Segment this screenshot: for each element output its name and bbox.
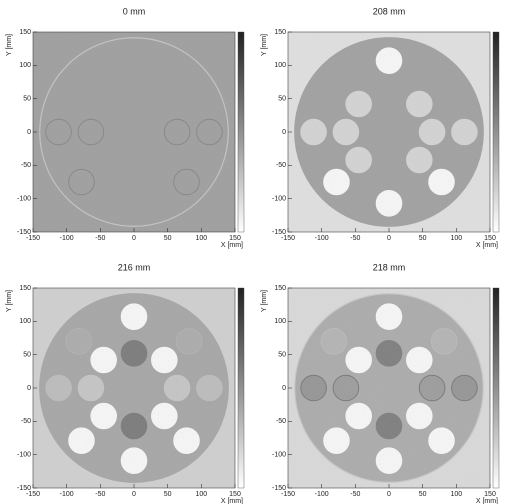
y-tick-label: 50 <box>278 96 286 103</box>
x-tick-label: -100 <box>315 235 329 242</box>
noise <box>288 32 490 232</box>
x-tick-label: -150 <box>281 491 295 498</box>
x-tick-label: 0 <box>387 235 391 242</box>
y-tick-label: 0 <box>282 129 286 136</box>
y-tick-label: 50 <box>278 352 286 359</box>
y-tick-label: 150 <box>19 285 31 292</box>
y-tick-label: -50 <box>276 162 286 169</box>
y-axis-label: Y [mm] <box>261 34 268 56</box>
x-tick-label: 50 <box>164 235 172 242</box>
y-tick-label: -150 <box>17 485 31 492</box>
y-axis-label: Y [mm] <box>6 34 13 56</box>
x-tick-label: -100 <box>60 235 74 242</box>
y-tick-label: 100 <box>274 62 286 69</box>
x-tick-label: 150 <box>229 235 241 242</box>
x-tick-label: 50 <box>164 491 172 498</box>
noise <box>33 288 235 488</box>
x-tick-label: 100 <box>195 491 207 498</box>
x-tick-label: -50 <box>350 491 360 498</box>
noise <box>288 288 490 488</box>
colorbar <box>238 32 244 232</box>
panel-title: 0 mm <box>123 6 146 16</box>
x-axis-label: X [mm] <box>221 242 243 249</box>
y-tick-label: -100 <box>17 452 31 459</box>
y-tick-label: 0 <box>27 385 31 392</box>
x-tick-label: 100 <box>450 491 462 498</box>
y-tick-label: -150 <box>272 485 286 492</box>
panel-title: 218 mm <box>373 262 406 272</box>
x-tick-label: 150 <box>484 491 496 498</box>
y-tick-label: -50 <box>21 418 31 425</box>
colorbar <box>493 288 499 488</box>
x-tick-label: -100 <box>315 491 329 498</box>
y-tick-label: -50 <box>21 162 31 169</box>
y-tick-label: 100 <box>274 318 286 325</box>
x-tick-label: 0 <box>387 491 391 498</box>
y-tick-label: 150 <box>19 29 31 36</box>
y-tick-label: -100 <box>272 452 286 459</box>
x-tick-label: -150 <box>26 235 40 242</box>
y-tick-label: -100 <box>17 196 31 203</box>
panel-title: 216 mm <box>118 262 151 272</box>
x-tick-label: -150 <box>281 235 295 242</box>
y-tick-label: 50 <box>23 352 31 359</box>
y-tick-label: -100 <box>272 196 286 203</box>
noise <box>33 32 235 232</box>
y-axis-label: Y [mm] <box>261 290 268 312</box>
x-tick-label: 0 <box>132 491 136 498</box>
x-tick-label: 50 <box>419 491 427 498</box>
x-tick-label: 100 <box>195 235 207 242</box>
figure: 0 mm -150 -100 -50 0 50 100 150 -150 -100 -50 0 50 10… <box>0 0 518 504</box>
y-axis-label: Y [mm] <box>6 290 13 312</box>
y-tick-label: -150 <box>17 229 31 236</box>
x-tick-label: 150 <box>229 491 241 498</box>
x-tick-label: -50 <box>95 491 105 498</box>
y-tick-label: -150 <box>272 229 286 236</box>
y-tick-label: 0 <box>27 129 31 136</box>
y-tick-label: -50 <box>276 418 286 425</box>
x-tick-label: -50 <box>95 235 105 242</box>
y-tick-label: 100 <box>19 62 31 69</box>
y-tick-label: 0 <box>282 385 286 392</box>
y-tick-label: 150 <box>274 29 286 36</box>
colorbar <box>493 32 499 232</box>
x-tick-label: -100 <box>60 491 74 498</box>
y-tick-label: 50 <box>23 96 31 103</box>
y-tick-label: 150 <box>274 285 286 292</box>
x-tick-label: 50 <box>419 235 427 242</box>
colorbar <box>238 288 244 488</box>
x-tick-label: -50 <box>350 235 360 242</box>
x-tick-label: 100 <box>450 235 462 242</box>
x-axis-label: X [mm] <box>221 498 243 504</box>
x-tick-label: 0 <box>132 235 136 242</box>
x-tick-label: -150 <box>26 491 40 498</box>
x-axis-label: X [mm] <box>476 498 498 504</box>
x-axis-label: X [mm] <box>476 242 498 249</box>
x-tick-label: 150 <box>484 235 496 242</box>
panel-title: 208 mm <box>373 6 406 16</box>
y-tick-label: 100 <box>19 318 31 325</box>
